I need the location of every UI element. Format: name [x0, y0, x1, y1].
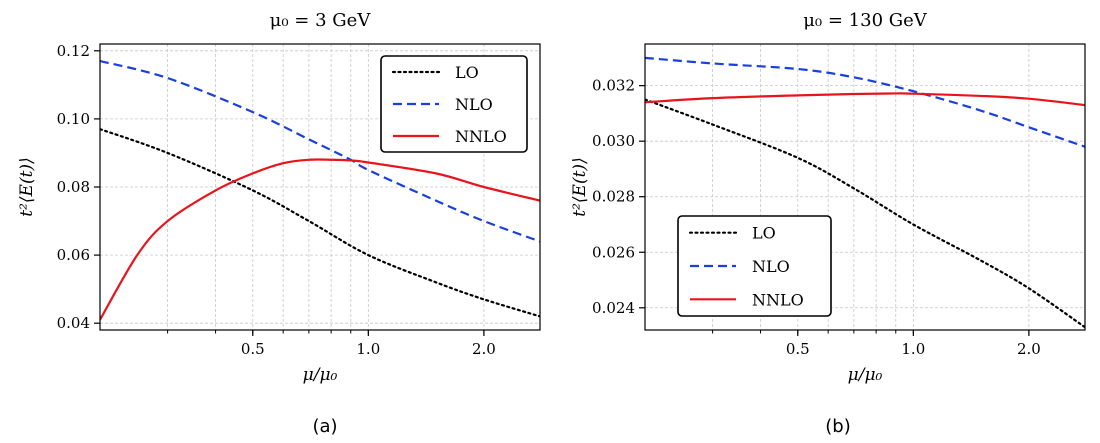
legend: LO NLO NNLO: [380, 55, 528, 153]
y-tick-label: 0.026: [592, 243, 635, 261]
y-tick-label: 0.10: [57, 110, 90, 128]
x-tick-label: 1.0: [901, 340, 925, 358]
y-axis-label: t²⟨E(t)⟩: [570, 157, 590, 216]
series-line-nnlo: [100, 158, 540, 321]
x-tick-label: 2.0: [472, 340, 496, 358]
y-tick-label: 0.028: [592, 188, 635, 206]
legend-label-nnlo: NNLO: [752, 290, 804, 309]
legend-box: [380, 55, 528, 153]
panel-caption: (a): [312, 416, 337, 437]
legend-label-lo: LO: [752, 224, 776, 243]
series-line-lo: [100, 128, 540, 318]
x-tick-label: 0.5: [786, 340, 810, 358]
x-axis-label: μ/μ₀: [848, 365, 883, 385]
x-tick-label: 1.0: [356, 340, 380, 358]
y-tick-label: 0.06: [57, 246, 90, 264]
legend-label-nnlo: NNLO: [455, 127, 507, 146]
legend-label-lo: LO: [455, 63, 479, 82]
y-tick-label: 0.024: [592, 299, 635, 317]
series-line-nlo: [645, 56, 1085, 148]
chart-title: μ₀ = 3 GeV: [270, 10, 372, 31]
x-tick-label: 0.5: [241, 340, 265, 358]
y-tick-label: 0.12: [57, 42, 90, 60]
chart-panel-b: 0.5 1.0 2.0 0.024 0.026 0.028 0.030 0.032 μ₀ = 1…: [570, 10, 1086, 437]
legend-box: [677, 215, 832, 317]
y-tick-label: 0.08: [57, 178, 90, 196]
series-line-nnlo: [645, 92, 1085, 107]
y-tick-label: 0.032: [592, 77, 635, 95]
plot-frame: [644, 43, 1086, 331]
y-tick-label: 0.04: [57, 314, 90, 332]
legend: LO NLO NNLO: [677, 215, 832, 317]
chart-panel-a: 0.5 1.0 2.0 0.04 0.06 0.08 0.10 0.12 μ₀ = 3 GeV μ…: [17, 10, 541, 437]
legend-label-nlo: NLO: [752, 257, 790, 276]
legend-label-nlo: NLO: [455, 95, 493, 114]
series-line-lo: [645, 98, 1085, 329]
panel-caption: (b): [825, 416, 850, 437]
x-tick-label: 2.0: [1017, 340, 1041, 358]
y-tick-label: 0.030: [592, 132, 635, 150]
y-axis-label: t²⟨E(t)⟩: [17, 157, 37, 216]
x-axis-label: μ/μ₀: [303, 365, 338, 385]
chart-title: μ₀ = 130 GeV: [803, 10, 928, 31]
